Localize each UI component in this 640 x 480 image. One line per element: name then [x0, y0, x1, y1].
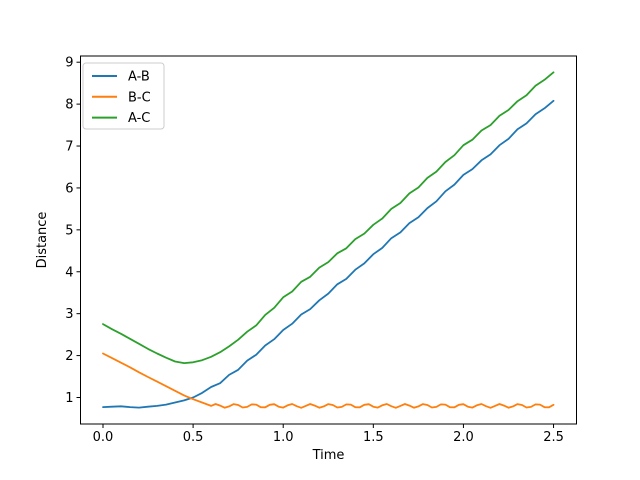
- y-axis-label: Distance: [35, 212, 50, 269]
- y-tick-label: 4: [65, 265, 73, 280]
- x-tick-label: 0.5: [183, 430, 204, 445]
- legend-label-A-C: A-C: [128, 111, 150, 126]
- x-tick-label: 2.0: [453, 430, 474, 445]
- x-tick-label: 2.5: [543, 430, 564, 445]
- x-axis-label: Time: [312, 448, 345, 463]
- x-tick-label: 1.0: [273, 430, 294, 445]
- y-tick-label: 3: [65, 307, 73, 322]
- legend-box: [82, 62, 165, 130]
- series-lines: [102, 71, 555, 409]
- y-tick-label: 6: [65, 181, 73, 196]
- series-line-B-C: [102, 352, 555, 409]
- x-tick-label: 1.5: [363, 430, 384, 445]
- y-tick-label: 8: [65, 98, 73, 113]
- series-line-A-C: [102, 71, 555, 365]
- series-line-A-B: [102, 99, 555, 409]
- y-tick-label: 1: [65, 391, 73, 406]
- y-tick-label: 7: [65, 140, 73, 155]
- x-axis-ticks: 0.0 0.5 1.0 1.5 2.0 2.5: [93, 424, 564, 445]
- y-tick-label: 5: [65, 223, 73, 238]
- legend-label-A-B: A-B: [128, 70, 150, 85]
- y-axis-ticks: 1 2 3 4 5 6 7 8 9: [65, 56, 81, 406]
- legend: A-B B-C A-C: [82, 62, 165, 130]
- x-tick-label: 0.0: [93, 430, 114, 445]
- y-tick-label: 2: [65, 349, 73, 364]
- axes-spines: [80, 55, 577, 425]
- legend-label-B-C: B-C: [128, 90, 151, 105]
- y-tick-label: 9: [65, 56, 73, 71]
